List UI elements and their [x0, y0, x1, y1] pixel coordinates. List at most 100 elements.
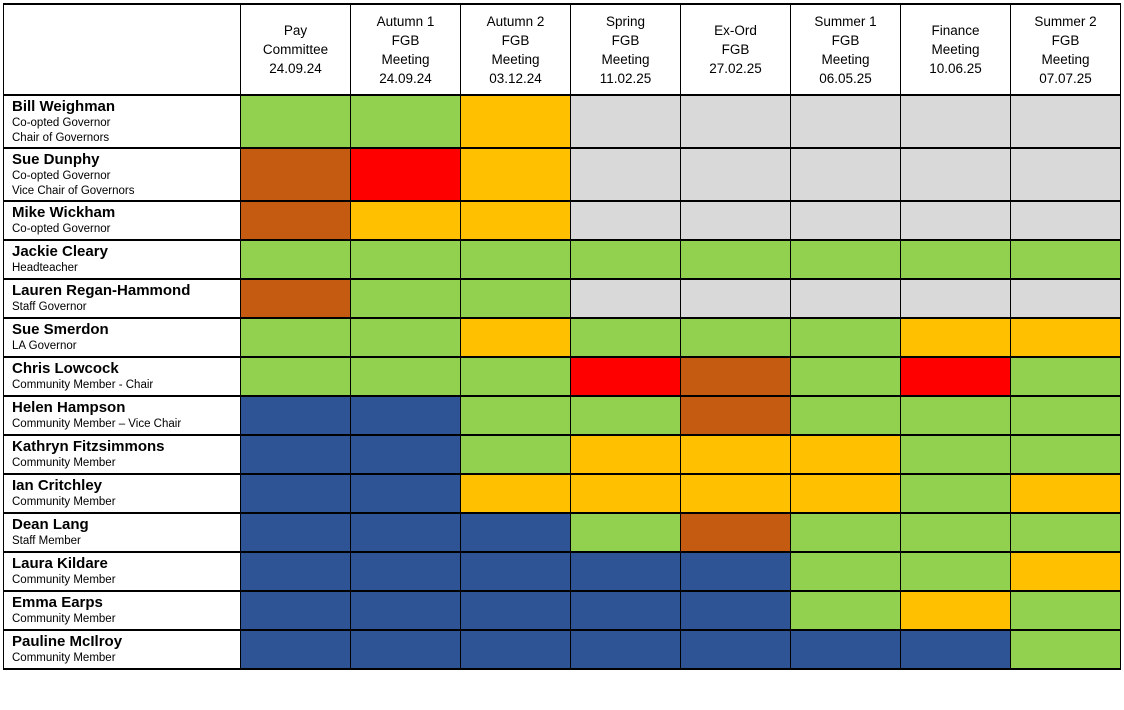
meeting-column-header: Autumn 2 FGB Meeting 03.12.24	[460, 3, 571, 96]
attendance-cell	[570, 278, 681, 319]
governor-role: Staff Member	[12, 535, 81, 547]
attendance-cell	[900, 147, 1011, 202]
attendance-cell	[240, 239, 351, 280]
attendance-cell	[790, 278, 901, 319]
table-row: Kathryn Fitzsimmons Community Member	[3, 434, 1121, 475]
attendance-cell	[570, 356, 681, 397]
attendance-cell	[900, 356, 1011, 397]
attendance-cell	[680, 395, 791, 436]
governor-role: Community Member	[12, 496, 116, 508]
governor-name: Emma Earps	[12, 594, 103, 611]
governor-name: Helen Hampson	[12, 399, 126, 416]
governor-role: Community Member	[12, 574, 116, 586]
attendance-cell	[680, 317, 791, 358]
attendance-cell	[1010, 147, 1121, 202]
attendance-cell	[900, 473, 1011, 514]
table-row: Chris Lowcock Community Member - Chair	[3, 356, 1121, 397]
meeting-column-header: Ex-Ord FGB 27.02.25	[680, 3, 791, 96]
attendance-cell	[350, 278, 461, 319]
attendance-cell	[350, 434, 461, 475]
meeting-column-header: Summer 2 FGB Meeting 07.07.25	[1010, 3, 1121, 96]
attendance-table: Pay Committee 24.09.24 Autumn 1 FGB Meeti…	[3, 3, 1121, 670]
attendance-cell	[680, 278, 791, 319]
attendance-cell	[350, 395, 461, 436]
governor-name-cell: Helen Hampson Community Member – Vice Cha…	[3, 395, 241, 436]
attendance-cell	[790, 317, 901, 358]
attendance-cell	[790, 512, 901, 553]
attendance-cell	[900, 551, 1011, 592]
attendance-cell	[460, 434, 571, 475]
attendance-cell	[350, 147, 461, 202]
attendance-cell	[680, 512, 791, 553]
attendance-cell	[240, 94, 351, 149]
attendance-cell	[680, 590, 791, 631]
attendance-cell	[680, 434, 791, 475]
governor-name: Sue Smerdon	[12, 321, 109, 338]
header-row: Pay Committee 24.09.24 Autumn 1 FGB Meeti…	[3, 3, 1121, 96]
governor-role: Co-opted Governor	[12, 117, 111, 129]
governor-role: Headteacher	[12, 262, 78, 274]
governor-name: Sue Dunphy	[12, 151, 100, 168]
attendance-cell	[350, 94, 461, 149]
governor-name-cell: Lauren Regan-Hammond Staff Governor	[3, 278, 241, 319]
attendance-cell	[680, 356, 791, 397]
attendance-cell	[790, 94, 901, 149]
governor-name-cell: Ian Critchley Community Member	[3, 473, 241, 514]
governor-name-cell: Sue Dunphy Co-opted Governor Vice Chair of…	[3, 147, 241, 202]
attendance-cell	[460, 356, 571, 397]
table-header: Pay Committee 24.09.24 Autumn 1 FGB Meeti…	[3, 3, 1121, 96]
governor-name-cell: Jackie Cleary Headteacher	[3, 239, 241, 280]
attendance-cell	[460, 94, 571, 149]
table-row: Ian Critchley Community Member	[3, 473, 1121, 514]
attendance-cell	[790, 551, 901, 592]
table-body: Bill Weighman Co-opted Governor Chair of G…	[3, 94, 1121, 670]
attendance-cell	[240, 512, 351, 553]
attendance-cell	[680, 200, 791, 241]
attendance-cell	[460, 239, 571, 280]
table-row: Dean Lang Staff Member	[3, 512, 1121, 553]
governor-role: Community Member – Vice Chair	[12, 418, 182, 430]
governor-role: Community Member - Chair	[12, 379, 154, 391]
attendance-cell	[240, 147, 351, 202]
attendance-cell	[1010, 200, 1121, 241]
attendance-cell	[570, 200, 681, 241]
governor-name: Lauren Regan-Hammond	[12, 282, 191, 299]
table-row: Laura Kildare Community Member	[3, 551, 1121, 592]
attendance-cell	[240, 629, 351, 670]
governor-role: Co-opted Governor	[12, 170, 111, 182]
attendance-cell	[900, 94, 1011, 149]
attendance-cell	[460, 512, 571, 553]
table-row: Emma Earps Community Member	[3, 590, 1121, 631]
attendance-cell	[1010, 473, 1121, 514]
governor-name: Jackie Cleary	[12, 243, 108, 260]
attendance-cell	[790, 473, 901, 514]
attendance-cell	[460, 395, 571, 436]
attendance-cell	[460, 200, 571, 241]
attendance-cell	[460, 551, 571, 592]
attendance-cell	[1010, 317, 1121, 358]
governor-name: Ian Critchley	[12, 477, 103, 494]
attendance-cell	[1010, 395, 1121, 436]
attendance-cell	[900, 239, 1011, 280]
governor-role: Staff Governor	[12, 301, 87, 313]
governor-name: Chris Lowcock	[12, 360, 119, 377]
attendance-cell	[790, 239, 901, 280]
meeting-column-header: Finance Meeting 10.06.25	[900, 3, 1011, 96]
governor-name-cell: Mike Wickham Co-opted Governor	[3, 200, 241, 241]
governor-name: Pauline McIlroy	[12, 633, 123, 650]
attendance-cell	[570, 395, 681, 436]
governor-role: Community Member	[12, 457, 116, 469]
attendance-cell	[790, 434, 901, 475]
attendance-cell	[1010, 590, 1121, 631]
governor-name: Kathryn Fitzsimmons	[12, 438, 165, 455]
attendance-cell	[460, 629, 571, 670]
table-row: Sue Dunphy Co-opted Governor Vice Chair of…	[3, 147, 1121, 202]
attendance-cell	[570, 94, 681, 149]
table-row: Helen Hampson Community Member – Vice Cha…	[3, 395, 1121, 436]
governor-name: Dean Lang	[12, 516, 89, 533]
attendance-cell	[570, 512, 681, 553]
attendance-cell	[460, 317, 571, 358]
attendance-cell	[460, 473, 571, 514]
attendance-cell	[240, 551, 351, 592]
